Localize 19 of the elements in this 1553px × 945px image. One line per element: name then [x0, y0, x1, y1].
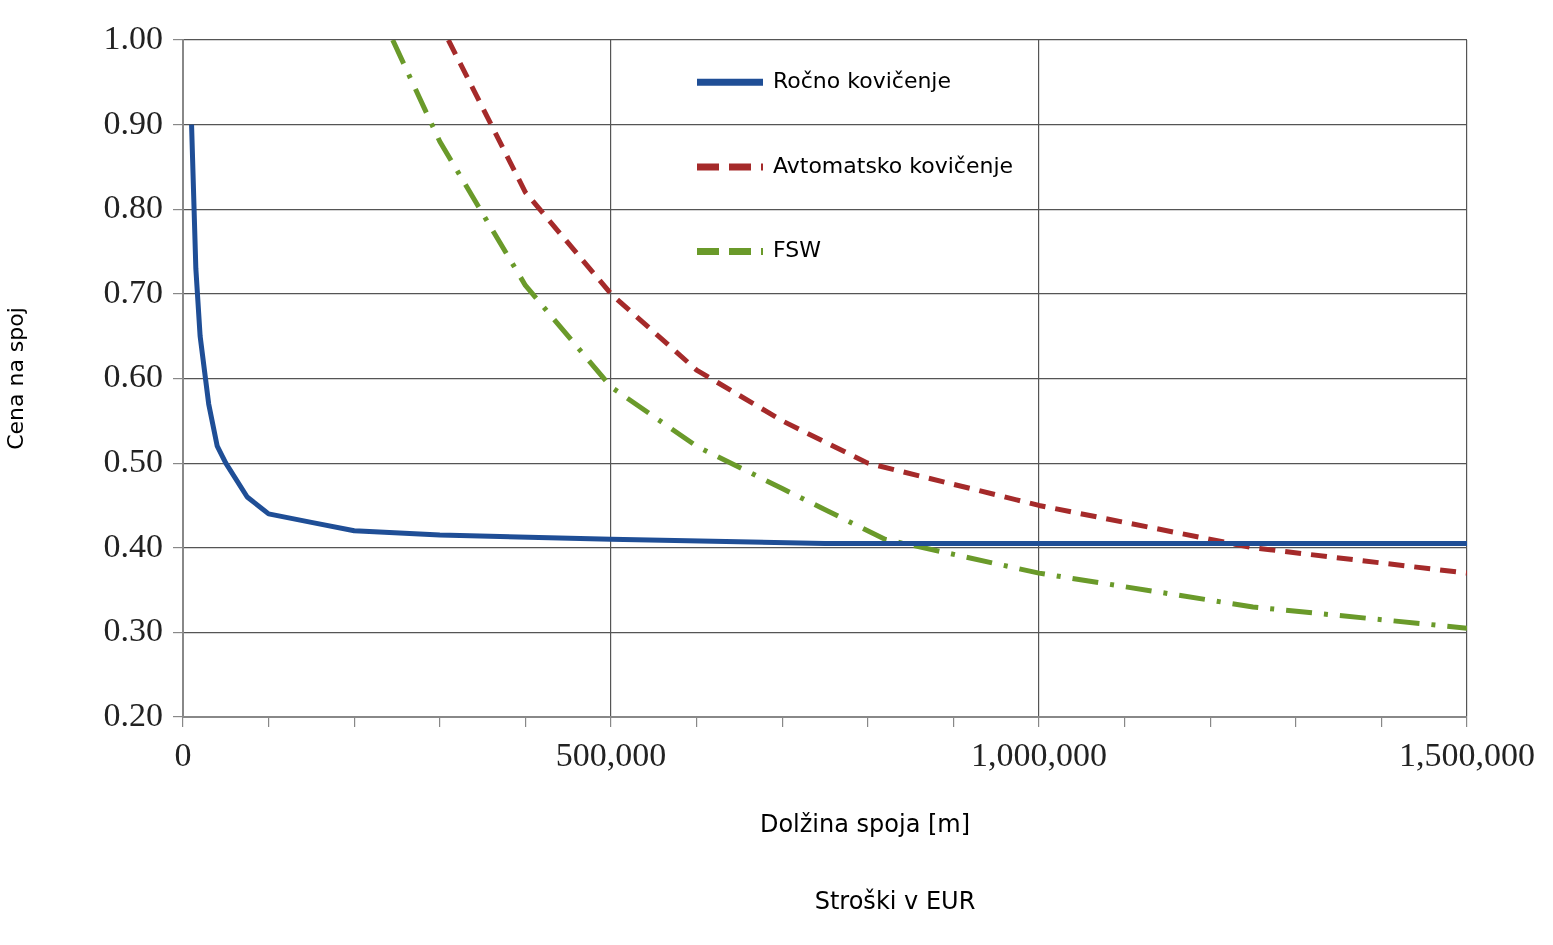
- x-axis-title: Dolžina spoja [m]: [759, 810, 971, 839]
- text: Stroški v EUR: [814, 887, 976, 916]
- legend-label: FSW: [773, 237, 822, 263]
- y-tick-label: 0.90: [103, 103, 163, 141]
- x-tick-label: 1,000,000: [971, 736, 1107, 774]
- y-axis-title: Cena na spoj: [2, 307, 28, 450]
- legend-label: Avtomatsko kovičenje: [773, 152, 1014, 178]
- x-tick-label: 500,000: [555, 736, 667, 774]
- y-tick-label: 0.70: [103, 272, 163, 310]
- legend-label: Ročno kovičenje: [773, 68, 952, 94]
- y-tick-label: 0.60: [103, 357, 163, 395]
- y-tick-label: 0.40: [103, 526, 163, 564]
- y-tick-label: 0.50: [103, 442, 163, 480]
- y-tick-label: 1.00: [103, 18, 163, 56]
- x-tick-label: 1,500,000: [1399, 736, 1535, 774]
- x-tick-label: 0: [174, 736, 192, 774]
- y-tick-label: 0.20: [103, 695, 163, 733]
- y-tick-label: 0.80: [103, 188, 163, 226]
- y-tick-label: 0.30: [103, 611, 163, 649]
